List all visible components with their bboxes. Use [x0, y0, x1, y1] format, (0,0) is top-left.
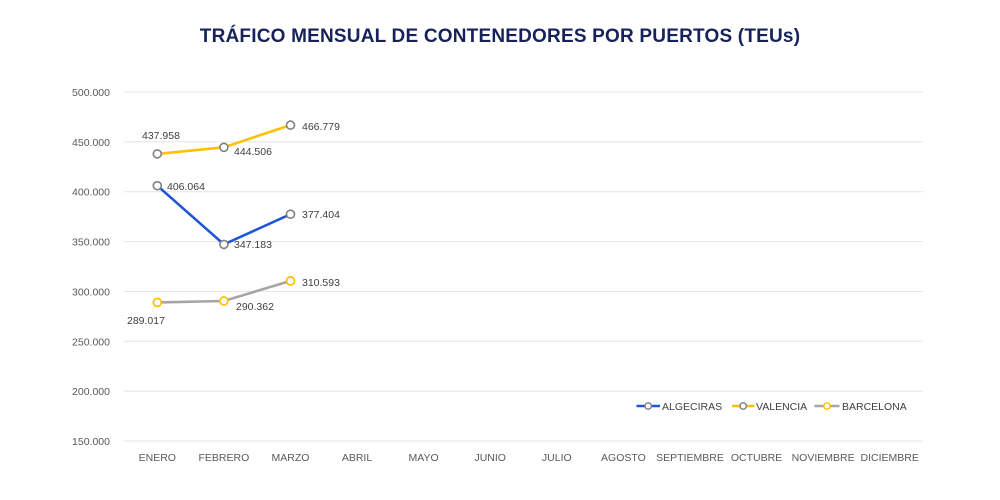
svg-text:406.064: 406.064: [167, 181, 205, 193]
svg-text:437.958: 437.958: [142, 130, 180, 142]
svg-text:OCTUBRE: OCTUBRE: [731, 452, 782, 464]
svg-text:NOVIEMBRE: NOVIEMBRE: [792, 452, 855, 464]
svg-text:FEBRERO: FEBRERO: [199, 452, 250, 464]
svg-text:JUNIO: JUNIO: [474, 452, 506, 464]
svg-text:466.779: 466.779: [302, 121, 340, 133]
svg-text:150.000: 150.000: [72, 436, 110, 448]
svg-text:310.593: 310.593: [302, 277, 340, 289]
svg-text:400.000: 400.000: [72, 187, 110, 199]
svg-text:200.000: 200.000: [72, 386, 110, 398]
svg-text:ABRIL: ABRIL: [342, 452, 373, 464]
svg-text:450.000: 450.000: [72, 137, 110, 149]
svg-text:AGOSTO: AGOSTO: [601, 452, 646, 464]
svg-text:377.404: 377.404: [302, 209, 340, 221]
svg-text:289.017: 289.017: [127, 315, 165, 327]
svg-text:SEPTIEMBRE: SEPTIEMBRE: [656, 452, 724, 464]
svg-text:MAYO: MAYO: [409, 452, 439, 464]
svg-text:JULIO: JULIO: [542, 452, 572, 464]
svg-text:ALGECIRAS: ALGECIRAS: [662, 401, 722, 413]
svg-text:BARCELONA: BARCELONA: [842, 401, 907, 413]
svg-text:MARZO: MARZO: [272, 452, 310, 464]
svg-text:350.000: 350.000: [72, 237, 110, 249]
svg-text:444.506: 444.506: [234, 146, 272, 158]
svg-text:347.183: 347.183: [234, 239, 272, 251]
svg-text:VALENCIA: VALENCIA: [756, 401, 807, 413]
svg-text:290.362: 290.362: [236, 301, 274, 313]
svg-text:500.000: 500.000: [72, 87, 110, 99]
svg-text:ENERO: ENERO: [139, 452, 176, 464]
svg-text:DICIEMBRE: DICIEMBRE: [861, 452, 919, 464]
svg-text:300.000: 300.000: [72, 286, 110, 298]
svg-text:250.000: 250.000: [72, 336, 110, 348]
